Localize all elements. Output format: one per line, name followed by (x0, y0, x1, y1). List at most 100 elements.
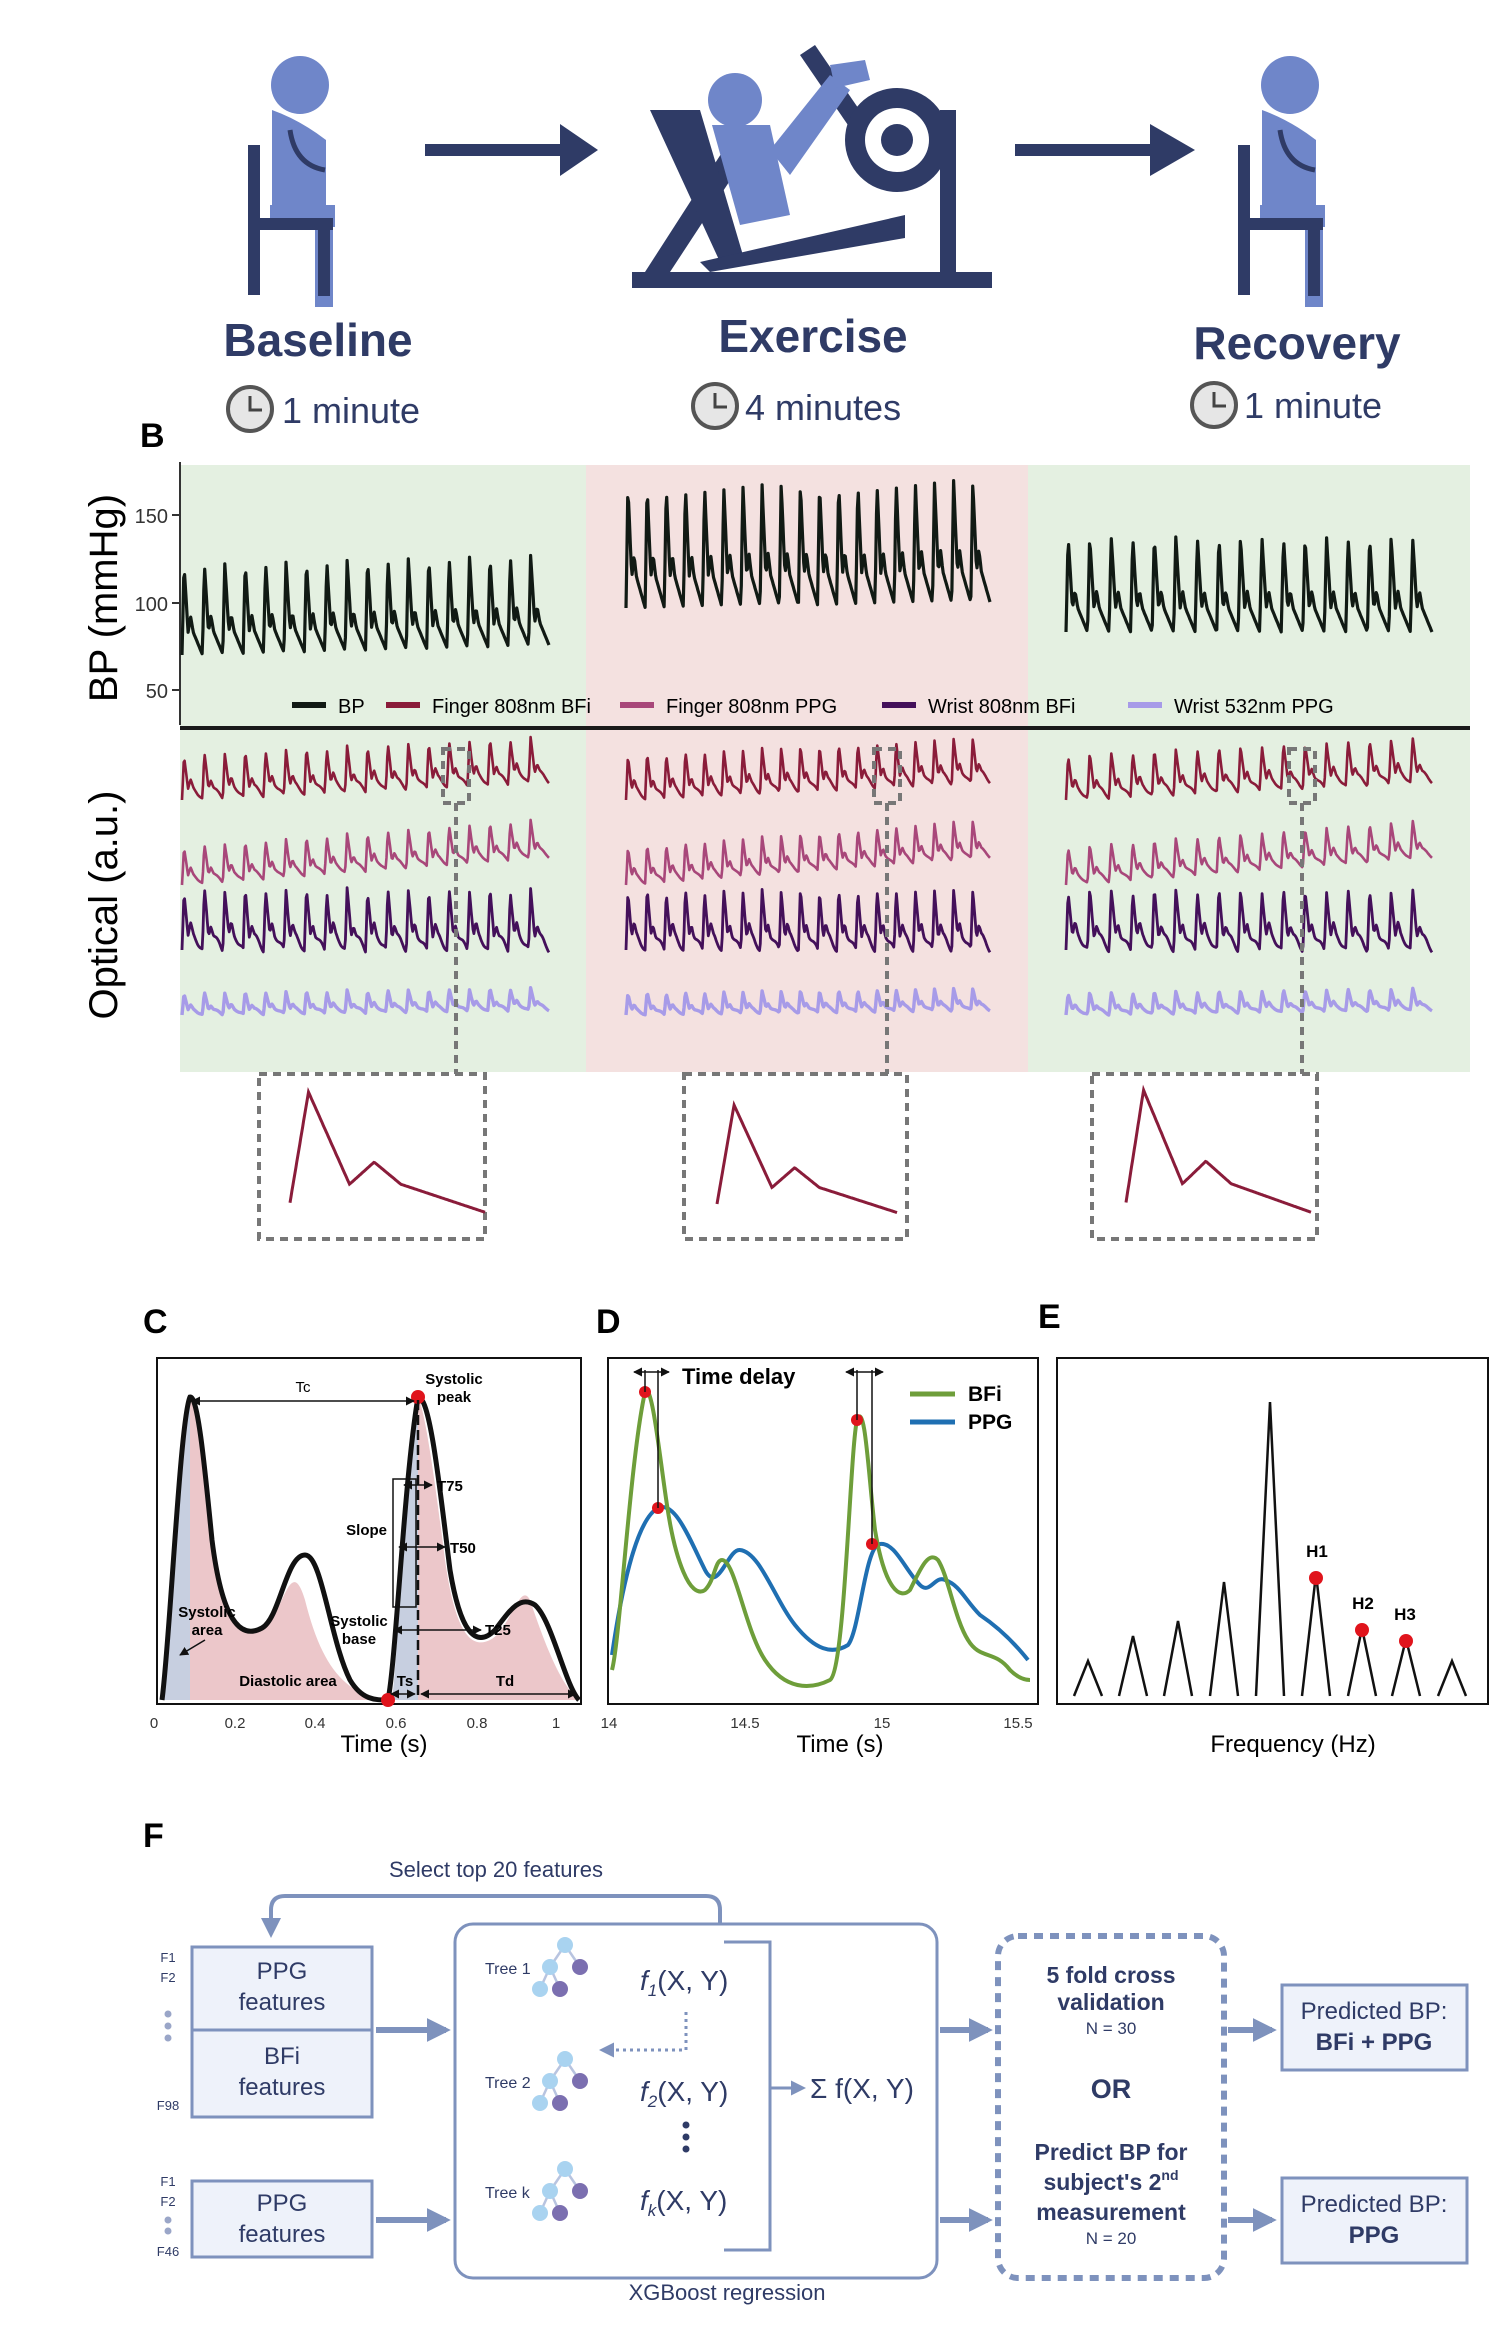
t50-label: T50 (450, 1540, 476, 1557)
ppg-feature-box (190, 2179, 374, 2259)
tree-node (572, 2183, 588, 2199)
recovery-background (1028, 465, 1470, 1072)
wrist-ppg-trace (1064, 986, 1433, 1017)
cv-label: validation (1057, 1989, 1164, 2015)
predict-n-label: N = 20 (1086, 2229, 1137, 2248)
clock-icon (1190, 381, 1238, 429)
feature-index: F98 (157, 2098, 179, 2113)
tree-label: Tree k (485, 2185, 531, 2202)
boosting-arrow (599, 2012, 688, 2058)
panel-b: B 150 100 50 BP (mmHg) Optical (a.u.) BP… (82, 417, 1470, 1241)
predict-label: measurement (1036, 2199, 1186, 2225)
spectrum-peak (1208, 1581, 1240, 1697)
legend-bfi-label: BFi (968, 1383, 1002, 1406)
cv-n-label: N = 30 (1086, 2019, 1137, 2038)
panel-label-b: B (140, 417, 165, 455)
panel-a: Baseline Exercise Recovery 1 minute 4 mi… (223, 45, 1401, 433)
feature-index: F1 (160, 2174, 175, 2189)
legend-ppg-label: PPG (968, 1411, 1012, 1434)
wrist-bfi-trace (624, 888, 992, 954)
output-box-ppg (1280, 2176, 1469, 2265)
clock-icon (691, 382, 739, 430)
tc-label: Tc (296, 1379, 312, 1396)
optical-axis-label: Optical (a.u.) (82, 791, 126, 1020)
finger-bfi-trace (180, 735, 550, 801)
zoom-box (682, 1072, 909, 1241)
tree-icons (532, 1937, 588, 2221)
bp-tick-label: 50 (146, 681, 168, 703)
phase-duration-recovery: 1 minute (1244, 385, 1382, 426)
phase-name-exercise: Exercise (718, 310, 907, 362)
t25-label: T25 (485, 1622, 511, 1639)
wrist-bfi-trace (1064, 888, 1434, 954)
panel-label-e: E (1038, 1298, 1061, 1336)
tree-node (572, 2073, 588, 2089)
tree-node (552, 2205, 568, 2221)
ellipsis-dot (164, 2227, 172, 2235)
legend-item: Finger 808nm BFi (432, 696, 591, 718)
panel-c: C Tc Systolic peak T75 T50 T25 Slope Sys… (143, 1303, 582, 1758)
baseline-background (180, 465, 586, 1072)
ppg-features-label: PPG (257, 1958, 308, 1985)
ellipsis-dot (164, 2022, 172, 2030)
systolic-peak-label: peak (437, 1389, 472, 1406)
output-label: Predicted BP: (1301, 1998, 1448, 2025)
ppg-features-label: features (239, 1989, 326, 2016)
x-tick-label: 0 (150, 1715, 158, 1732)
zoomed-pulse-trace (288, 1086, 486, 1214)
x-tick-label: 0.8 (467, 1715, 488, 1732)
zoom-box (257, 1072, 487, 1241)
arrow-icon (1015, 124, 1195, 176)
ellipsis-dot (682, 2145, 690, 2153)
arrow-icon (425, 124, 598, 176)
tree-label: Tree 1 (485, 1961, 531, 1978)
x-axis-label: Time (s) (340, 1731, 427, 1758)
bfi-features-label: features (239, 2074, 326, 2101)
zoomed-pulses (288, 1084, 1312, 1215)
legend-item: Wrist 808nm BFi (928, 696, 1075, 718)
predict-label: Predict BP for (1035, 2139, 1188, 2165)
systolic-base-label: base (342, 1631, 376, 1648)
harmonic-marker (1309, 1571, 1323, 1585)
systolic-area-pointer (179, 1639, 206, 1656)
ellipsis-dot (682, 2133, 690, 2141)
output-value: PPG (1349, 2222, 1400, 2249)
x-axis-label: Time (s) (796, 1731, 883, 1758)
tree-node (552, 2095, 568, 2111)
tree-node (542, 2073, 558, 2089)
tree-label: Tree 2 (485, 2075, 531, 2092)
legend-item: Finger 808nm PPG (666, 696, 837, 718)
tree-node (532, 2095, 548, 2111)
systolic-peak-label: Systolic (425, 1371, 483, 1388)
tree-node (557, 1937, 573, 1953)
panel-d: D Time delay BFi PPG 14 14.5 15 15.5 Tim… (596, 1303, 1039, 1758)
bfi-trace (610, 1388, 1031, 1688)
x-tick-label: 0.6 (386, 1715, 407, 1732)
bp-trace (1064, 535, 1434, 634)
systolic-base-marker (381, 1693, 395, 1707)
spectrum-peak (1436, 1657, 1468, 1697)
bp-trace (624, 479, 992, 609)
x-tick-label: 15 (874, 1715, 891, 1732)
waveform-traces (180, 479, 1434, 1017)
ellipsis-dot (164, 2034, 172, 2042)
slope-label: Slope (346, 1522, 387, 1539)
zoom-marker (1287, 747, 1317, 805)
x-tick-label: 15.5 (1003, 1715, 1032, 1732)
slope-box (392, 1478, 417, 1608)
baseline-person-icon (248, 56, 335, 307)
x-tick-label: 1 (552, 1715, 560, 1732)
tree-node (542, 2183, 558, 2199)
panel-label-c: C (143, 1303, 168, 1341)
bp-tick-label: 150 (135, 506, 168, 528)
tree-node (557, 2161, 573, 2177)
tree-function: f1(X, Y) (640, 1965, 728, 2000)
plot-frame (1056, 1357, 1489, 1705)
diastolic-area-2 (418, 1397, 580, 1700)
recovery-person-icon (1238, 56, 1325, 307)
feedback-label: Select top 20 features (389, 1857, 603, 1882)
zoomed-pulse-trace (1124, 1084, 1312, 1214)
clock-icon (226, 385, 274, 433)
feature-index: F2 (160, 1970, 175, 1985)
tree-node (542, 1959, 558, 1975)
